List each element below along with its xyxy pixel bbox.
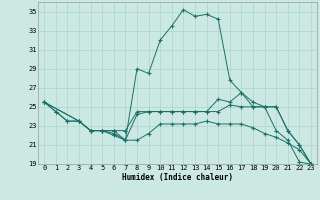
X-axis label: Humidex (Indice chaleur): Humidex (Indice chaleur)	[122, 173, 233, 182]
